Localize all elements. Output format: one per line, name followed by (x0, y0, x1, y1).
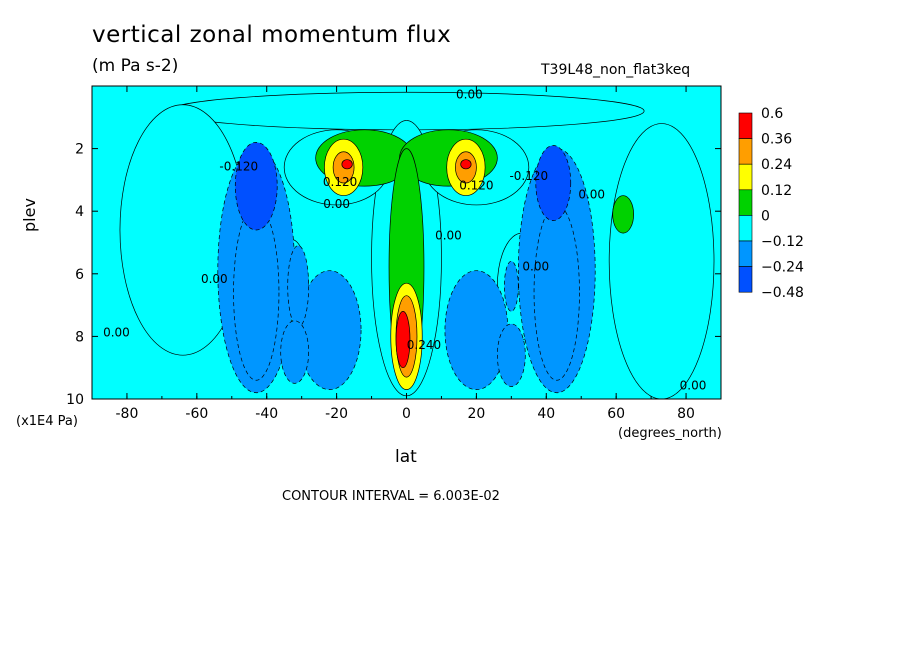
colorbar-label-3: 0.12 (761, 183, 792, 199)
contour-label-9: 0.00 (103, 325, 130, 339)
contour-region-11 (297, 270, 362, 390)
contour-label-10: 0.00 (522, 260, 549, 274)
contour-interval: CONTOUR INTERVAL = 6.003E-02 (282, 489, 500, 504)
chart-title: vertical zonal momentum flux (92, 22, 452, 48)
contour-region-3 (608, 123, 715, 399)
contour-label-0: 0.00 (456, 88, 483, 102)
y-axis-units: (x1E4 Pa) (16, 414, 78, 429)
y-tick-label-1: 4 (75, 204, 84, 220)
colorbar-label-0: 0.6 (761, 106, 783, 122)
contour-label-7: 0.00 (578, 188, 605, 202)
x-tick-label-1: -60 (185, 406, 208, 422)
x-axis-label: lat (395, 447, 417, 467)
contour-label-12: 0.00 (680, 379, 707, 393)
contour-label-4: 0.120 (459, 178, 493, 192)
colorbar-label-5: −0.12 (761, 234, 804, 250)
x-tick-label-0: -80 (116, 406, 139, 422)
contour-region-32 (460, 159, 472, 170)
colorbar-label-7: −0.48 (761, 285, 804, 301)
x-axis-units: (degrees_north) (618, 426, 722, 441)
x-tick-label-5: 20 (467, 406, 485, 422)
contour-label-1: -0.120 (219, 160, 258, 174)
contour-region-17 (233, 204, 280, 381)
colorbar-swatch-5 (738, 240, 753, 267)
contour-region-20 (280, 320, 310, 384)
contour-region-22 (503, 260, 519, 312)
contour-label-3: 0.00 (323, 197, 350, 211)
y-tick-label-2: 6 (75, 267, 84, 283)
contour-region-23 (234, 141, 278, 231)
colorbar-label-2: 0.24 (761, 157, 792, 173)
x-tick-label-2: -40 (255, 406, 278, 422)
colorbar-swatch-1 (738, 138, 753, 165)
x-tick-label-8: 80 (677, 406, 695, 422)
colorbar-swatch-3 (738, 189, 753, 216)
contour-region-19 (287, 245, 310, 328)
colorbar-swatch-0 (738, 112, 753, 139)
y-tick-label-0: 2 (75, 142, 84, 158)
x-tick-label-7: 60 (607, 406, 625, 422)
x-tick-label-3: -20 (325, 406, 348, 422)
contour-region-33 (395, 311, 411, 369)
contour-region-31 (341, 159, 353, 170)
y-tick-label-3: 8 (75, 329, 84, 345)
contour-label-6: -0.120 (509, 169, 548, 183)
contour-label-8: 0.00 (201, 272, 228, 286)
contour-label-11: 0.240 (407, 338, 441, 352)
colorbar-swatch-2 (738, 163, 753, 191)
contour-region-12 (444, 270, 509, 390)
colorbar-label-1: 0.36 (761, 132, 792, 148)
x-tick-label-4: 0 (402, 406, 411, 422)
colorbar-label-6: −0.24 (761, 260, 804, 276)
contour-region-24 (535, 145, 572, 221)
colorbar-swatch-4 (738, 215, 753, 242)
dataset-label: T39L48_non_flat3keq (541, 62, 691, 78)
chart-units: (m Pa s-2) (92, 56, 179, 76)
contour-label-2: 0.120 (323, 175, 357, 189)
contour-fields: 0.00 -0.120 0.120 0.00 0.120 0.00 -0.120 0.00 0.… (92, 86, 721, 399)
contour-label-5: 0.00 (435, 228, 462, 242)
contour-region-18 (533, 204, 580, 381)
colorbar-label-4: 0 (761, 208, 770, 224)
x-tick-label-6: 40 (537, 406, 555, 422)
colorbar-swatch-6 (738, 266, 753, 293)
contour-region-16 (612, 195, 634, 234)
contour-region-21 (497, 323, 526, 387)
y-tick-label-4: 10 (66, 392, 84, 408)
